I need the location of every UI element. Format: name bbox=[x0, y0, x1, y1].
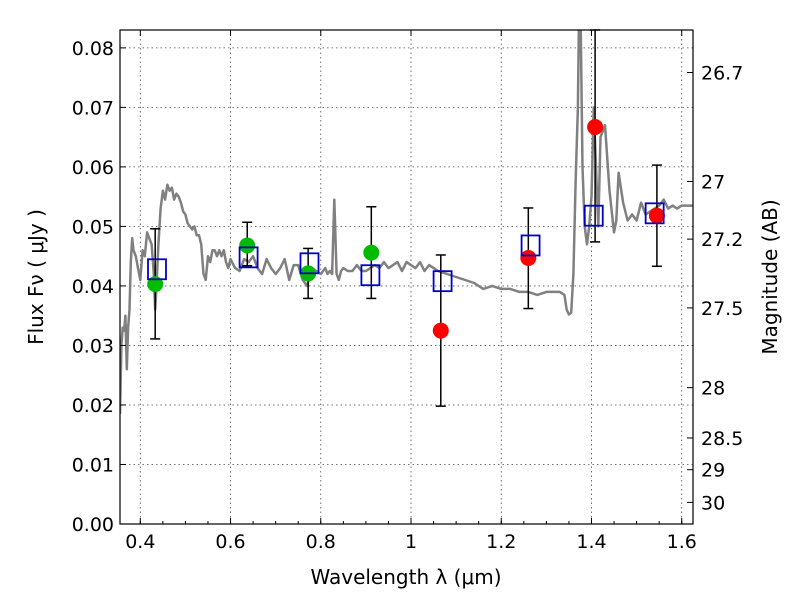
right-tick-label: 26.7 bbox=[701, 63, 743, 85]
right-tick-label: 27.2 bbox=[701, 229, 743, 251]
y-tick-label: 0.01 bbox=[72, 454, 114, 476]
y-tick-label: 0.02 bbox=[72, 395, 114, 417]
model-square bbox=[520, 234, 541, 257]
plot-frame bbox=[119, 29, 694, 525]
right-tick-label: 28.5 bbox=[701, 428, 743, 450]
x-tick-label: 0.8 bbox=[306, 531, 336, 553]
y-tick-label: 0.08 bbox=[72, 38, 114, 60]
x-axis-label: Wavelength λ (μm) bbox=[310, 565, 501, 589]
right-tick-label: 29 bbox=[701, 460, 725, 482]
y-tick-label: 0.05 bbox=[72, 216, 114, 238]
right-tick-label: 27 bbox=[701, 172, 725, 194]
right-axis-label: Magnitude (AB) bbox=[758, 199, 782, 354]
model-squares-layer bbox=[147, 202, 665, 293]
y-tick-label: 0.06 bbox=[72, 157, 114, 179]
green-data-point bbox=[363, 244, 380, 261]
right-axis-ticks: 26.7 27 27.2 27.5 28 28.5 29 30 bbox=[687, 63, 743, 514]
y-axis-label: Flux Fν ( μJy ) bbox=[24, 209, 48, 345]
x-tick-label: 1.2 bbox=[486, 531, 516, 553]
red-data-point bbox=[520, 249, 537, 266]
red-data-point bbox=[648, 207, 665, 224]
x-tick-label: 0.4 bbox=[125, 531, 155, 553]
model-square bbox=[432, 270, 453, 293]
model-square bbox=[147, 258, 167, 281]
model-square bbox=[238, 246, 259, 269]
x-tick-label: 1.6 bbox=[667, 531, 697, 553]
y-tick-label: 0.07 bbox=[72, 97, 114, 119]
right-tick-label: 28 bbox=[701, 378, 725, 400]
sed-model-curve bbox=[120, 30, 693, 414]
model-square bbox=[644, 202, 665, 225]
x-axis-ticks: 0.4 0.6 0.8 1 1.2 1.4 1.6 bbox=[125, 30, 697, 553]
red-data-point bbox=[587, 119, 604, 136]
observed-points-layer bbox=[147, 119, 665, 339]
sed-curve-layer bbox=[120, 30, 693, 414]
y-tick-label: 0.04 bbox=[72, 276, 114, 298]
model-square bbox=[583, 204, 604, 227]
y-tick-label: 0.03 bbox=[72, 335, 114, 357]
right-tick-label: 30 bbox=[701, 492, 725, 514]
right-tick-label: 27.5 bbox=[701, 298, 743, 320]
y-axis-ticks: 0.00 0.01 0.02 0.03 0.04 0.05 0.06 0.07 0.08 bbox=[72, 38, 126, 536]
x-tick-label: 1 bbox=[405, 531, 417, 553]
y-tick-label: 0.00 bbox=[72, 514, 114, 536]
x-tick-label: 1.4 bbox=[576, 531, 606, 553]
model-square bbox=[299, 252, 320, 275]
red-data-point bbox=[432, 322, 449, 339]
green-data-point bbox=[239, 237, 256, 254]
x-tick-label: 0.6 bbox=[215, 531, 245, 553]
model-square bbox=[360, 264, 381, 287]
